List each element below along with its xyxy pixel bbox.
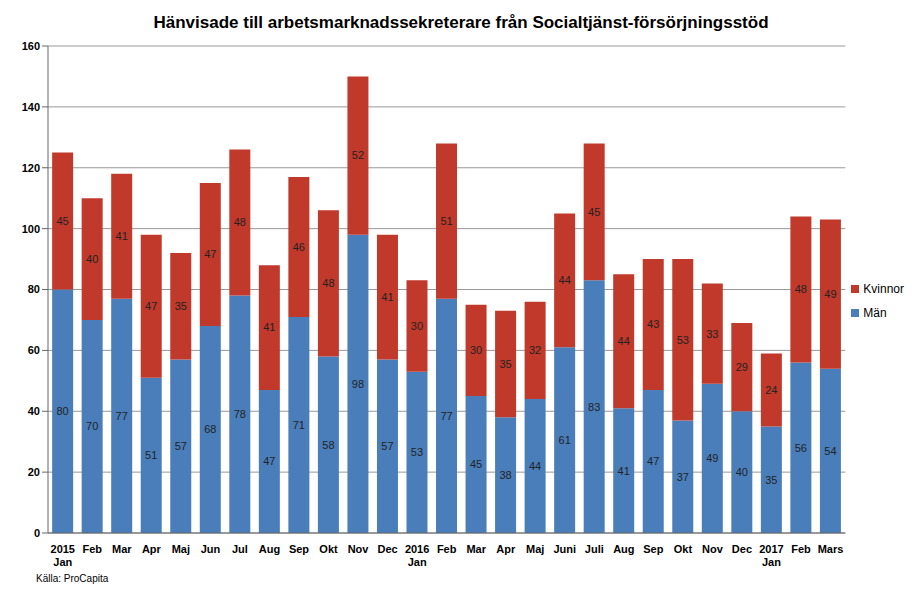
svg-text:Mar: Mar <box>466 543 486 555</box>
svg-text:Mar: Mar <box>112 543 132 555</box>
svg-text:41: 41 <box>381 291 393 303</box>
svg-text:2017Jan: 2017Jan <box>759 543 783 568</box>
svg-text:140: 140 <box>22 101 40 113</box>
svg-text:77: 77 <box>440 410 452 422</box>
svg-text:35: 35 <box>765 474 777 486</box>
svg-text:48: 48 <box>795 283 807 295</box>
svg-text:44: 44 <box>559 274 571 286</box>
svg-text:100: 100 <box>22 223 40 235</box>
svg-text:53: 53 <box>677 334 689 346</box>
svg-text:40: 40 <box>28 405 40 417</box>
svg-text:29: 29 <box>736 361 748 373</box>
svg-text:68: 68 <box>204 423 216 435</box>
svg-text:71: 71 <box>293 419 305 431</box>
svg-text:47: 47 <box>145 300 157 312</box>
svg-text:Okt: Okt <box>674 543 693 555</box>
svg-text:Sep: Sep <box>289 543 309 555</box>
html-text:Hänvisade till arbetsmarknadss: Hänvisade till arbetsmarknadssekreterare… <box>153 13 769 32</box>
svg-text:Mars: Mars <box>818 543 844 555</box>
svg-text:160: 160 <box>22 40 40 52</box>
svg-text:57: 57 <box>175 440 187 452</box>
svg-text:33: 33 <box>706 328 718 340</box>
svg-text:58: 58 <box>322 439 334 451</box>
svg-text:51: 51 <box>145 449 157 461</box>
svg-text:Feb: Feb <box>83 543 103 555</box>
svg-text:Maj: Maj <box>526 543 544 555</box>
svg-text:Jul: Jul <box>232 543 248 555</box>
svg-text:37: 37 <box>677 471 689 483</box>
svg-text:30: 30 <box>470 344 482 356</box>
svg-text:44: 44 <box>618 335 630 347</box>
svg-text:2015Jan: 2015Jan <box>51 543 75 568</box>
svg-text:40: 40 <box>86 253 98 265</box>
svg-text:52: 52 <box>352 149 364 161</box>
svg-text:Sep: Sep <box>643 543 663 555</box>
svg-text:49: 49 <box>706 452 718 464</box>
svg-text:Aug: Aug <box>613 543 634 555</box>
svg-text:57: 57 <box>381 440 393 452</box>
html-text:Kvinnor: Kvinnor <box>863 281 904 296</box>
svg-text:46: 46 <box>293 241 305 253</box>
svg-text:Juni: Juni <box>553 543 576 555</box>
svg-text:35: 35 <box>175 300 187 312</box>
svg-text:24: 24 <box>765 384 777 396</box>
svg-text:Feb: Feb <box>791 543 811 555</box>
svg-text:48: 48 <box>322 277 334 289</box>
svg-text:41: 41 <box>263 321 275 333</box>
svg-text:Okt: Okt <box>319 543 338 555</box>
svg-text:47: 47 <box>647 455 659 467</box>
svg-text:40: 40 <box>736 466 748 478</box>
svg-text:Maj: Maj <box>172 543 190 555</box>
svg-text:41: 41 <box>618 465 630 477</box>
svg-text:2016Jan: 2016Jan <box>405 543 429 568</box>
svg-text:77: 77 <box>116 410 128 422</box>
svg-text:98: 98 <box>352 378 364 390</box>
svg-text:49: 49 <box>824 288 836 300</box>
svg-text:Feb: Feb <box>437 543 457 555</box>
svg-text:45: 45 <box>57 215 69 227</box>
svg-text:78: 78 <box>234 408 246 420</box>
svg-text:43: 43 <box>647 318 659 330</box>
svg-text:54: 54 <box>824 445 836 457</box>
svg-text:38: 38 <box>499 469 511 481</box>
svg-text:80: 80 <box>57 405 69 417</box>
svg-text:35: 35 <box>499 358 511 370</box>
svg-text:32: 32 <box>529 344 541 356</box>
svg-text:Dec: Dec <box>378 543 398 555</box>
svg-text:51: 51 <box>440 215 452 227</box>
svg-text:120: 120 <box>22 162 40 174</box>
svg-text:Juli: Juli <box>585 543 604 555</box>
svg-text:83: 83 <box>588 401 600 413</box>
svg-text:Nov: Nov <box>348 543 370 555</box>
svg-text:Apr: Apr <box>142 543 162 555</box>
svg-text:Dec: Dec <box>732 543 752 555</box>
svg-text:Apr: Apr <box>496 543 516 555</box>
html-text:Källa: ProCapita: Källa: ProCapita <box>36 573 109 584</box>
svg-text:48: 48 <box>234 216 246 228</box>
svg-text:45: 45 <box>588 206 600 218</box>
svg-text:61: 61 <box>559 434 571 446</box>
svg-text:45: 45 <box>470 458 482 470</box>
svg-text:30: 30 <box>411 320 423 332</box>
svg-text:80: 80 <box>28 283 40 295</box>
svg-text:44: 44 <box>529 460 541 472</box>
svg-text:47: 47 <box>204 248 216 260</box>
svg-text:Nov: Nov <box>702 543 724 555</box>
svg-text:20: 20 <box>28 466 40 478</box>
svg-text:Jun: Jun <box>201 543 221 555</box>
svg-text:41: 41 <box>116 230 128 242</box>
svg-text:53: 53 <box>411 446 423 458</box>
svg-text:0: 0 <box>34 527 40 539</box>
svg-text:70: 70 <box>86 420 98 432</box>
html-text:Män: Män <box>863 305 887 320</box>
svg-text:60: 60 <box>28 344 40 356</box>
svg-text:56: 56 <box>795 442 807 454</box>
svg-text:47: 47 <box>263 455 275 467</box>
svg-text:Aug: Aug <box>259 543 280 555</box>
